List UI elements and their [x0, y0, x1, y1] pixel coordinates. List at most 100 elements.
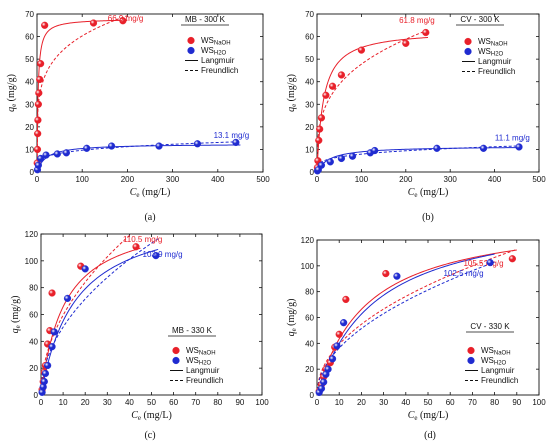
legend-entry-base: WS: [186, 356, 199, 365]
y-tick-label: 10: [25, 145, 34, 154]
max-capacity-label: 11.1 mg/g: [495, 133, 530, 142]
x-tick-label: 100: [255, 398, 269, 407]
panel-caption: (b): [422, 212, 434, 223]
data-point-WS_NaOH: [34, 130, 42, 138]
data-point-WS_H2O: [317, 161, 326, 169]
condition-tag: CV - 330 K: [470, 322, 510, 331]
y-tick-label: 0: [310, 391, 315, 400]
data-point-WS_NaOH: [34, 116, 42, 124]
legend-entry-subscript: H2O: [214, 51, 227, 57]
x-axis-symbol: C: [408, 410, 415, 421]
y-axis-unit: (mg/g): [286, 74, 297, 104]
freundlich-fit-line: [37, 141, 241, 172]
data-point-WS_H2O: [333, 342, 341, 350]
x-tick-label: 500: [256, 175, 270, 184]
data-point-WS_NaOH: [132, 243, 140, 251]
langmuir-fit-line: [317, 147, 522, 172]
data-point-WS_NaOH: [402, 39, 410, 47]
plot-frame: [316, 13, 540, 173]
x-axis-subscript: e: [138, 414, 141, 422]
condition-tag: MB - 300 K: [185, 15, 226, 24]
x-tick-label: 80: [213, 398, 222, 407]
legend-entry-subscript: NaOH: [199, 351, 216, 357]
y-axis-subscript: e: [290, 104, 298, 107]
x-tick-label: 60: [446, 398, 455, 407]
max-capacity-label: 103.9 mg/g: [143, 250, 183, 259]
data-point-WS_H2O: [328, 355, 337, 363]
max-capacity-label: 13.1 mg/g: [214, 131, 250, 140]
data-point-WS_NaOH: [337, 71, 346, 79]
y-tick-label: 0: [34, 391, 39, 400]
data-point-WS_NaOH: [89, 19, 98, 27]
data-point-WS_H2O: [107, 142, 116, 150]
legend-entry: Langmuir: [186, 366, 220, 375]
x-tick-label: 50: [424, 398, 433, 407]
data-point-WS_H2O: [317, 384, 326, 393]
langmuir-fit-line: [37, 19, 128, 172]
data-point-WS_H2O: [324, 365, 332, 373]
data-point-WS_H2O: [371, 146, 379, 155]
legend-marker: [187, 36, 195, 45]
data-point-WS_H2O: [348, 152, 357, 160]
legend-marker: [464, 37, 472, 46]
legend-marker: [187, 46, 195, 55]
y-tick-label: 70: [25, 10, 34, 19]
x-tick-label: 10: [59, 398, 68, 407]
data-point-WS_NaOH: [48, 289, 56, 297]
data-point-WS_H2O: [63, 294, 72, 303]
x-tick-label: 20: [357, 398, 366, 407]
panel-c: 0 10 20 30 40 50 60 70 80 90 100 0 20 40 60 80 100 120 Ce …: [10, 230, 269, 422]
data-point-WS_H2O: [34, 161, 42, 169]
data-point-WS_H2O: [486, 259, 494, 267]
plot-frame: [36, 13, 264, 173]
condition-tag: MB - 330 K: [172, 326, 213, 335]
x-tick-label: 50: [147, 398, 156, 407]
x-tick-label: 30: [103, 398, 112, 407]
y-axis-unit: (mg/g): [286, 299, 297, 329]
x-tick-label: 0: [35, 175, 40, 184]
y-axis-subscript: e: [290, 328, 298, 331]
data-point-WS_H2O: [232, 138, 240, 147]
y-tick-label: 40: [29, 337, 38, 346]
y-tick-label: 0: [30, 168, 35, 177]
data-point-WS_NaOH: [33, 145, 42, 154]
x-tick-label: 100: [532, 398, 546, 407]
x-tick-label: 300: [166, 175, 180, 184]
y-tick-label: 40: [305, 78, 314, 87]
x-tick-label: 10: [335, 398, 344, 407]
data-point-WS_NaOH: [41, 21, 49, 29]
y-tick-label: 20: [305, 123, 314, 132]
freundlich-fit-line: [41, 234, 132, 395]
legend-marker: [464, 47, 472, 56]
y-tick-label: 60: [305, 33, 314, 42]
langmuir-fit-line: [317, 36, 429, 172]
x-tick-label: 300: [444, 175, 458, 184]
legend-entry-base: WS: [201, 46, 214, 55]
x-tick-label: 30: [379, 398, 388, 407]
data-point-WS_H2O: [479, 144, 488, 152]
y-tick-label: 70: [305, 10, 314, 19]
legend-entry-base: WS: [481, 356, 494, 365]
x-tick-label: 0: [39, 398, 44, 407]
data-point-WS_H2O: [44, 361, 52, 370]
y-tick-label: 120: [25, 230, 39, 239]
legend-entry: Freundlich: [481, 376, 518, 385]
legend-entry: WSNaOH: [481, 346, 511, 357]
x-axis-symbol: C: [408, 187, 415, 198]
langmuir-fit-line: [41, 247, 141, 395]
y-axis-symbol: q: [10, 328, 21, 333]
y-tick-label: 80: [305, 288, 314, 297]
x-tick-label: 70: [191, 398, 200, 407]
legend-entry: Langmuir: [478, 57, 512, 66]
data-point-WS_NaOH: [36, 75, 44, 84]
max-capacity-label: 61.8 mg/g: [399, 16, 435, 25]
legend-entry: WSNaOH: [201, 36, 231, 47]
max-capacity-label: 110.5 mg/g: [123, 235, 162, 244]
data-point-WS_NaOH: [422, 28, 430, 37]
data-point-WS_H2O: [326, 158, 334, 166]
x-axis-subscript: e: [414, 191, 417, 199]
data-point-WS_NaOH: [508, 255, 516, 263]
x-axis-subscript: e: [414, 414, 417, 422]
x-tick-label: 400: [211, 175, 225, 184]
legend-entry-base: WS: [478, 47, 491, 56]
